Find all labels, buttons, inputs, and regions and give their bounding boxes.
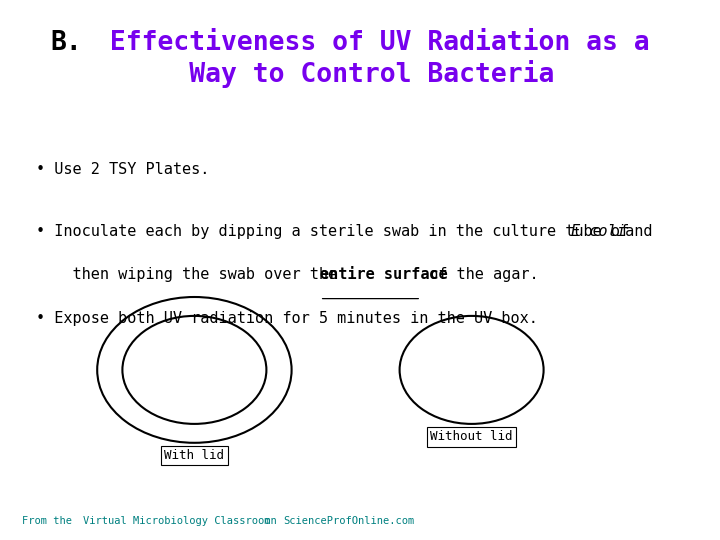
Text: • Inoculate each by dipping a sterile swab in the culture tube of: • Inoculate each by dipping a sterile sw…: [36, 224, 638, 239]
Text: Effectiveness of UV Radiation as a
      Way to Control Bacteria: Effectiveness of UV Radiation as a Way t…: [94, 30, 649, 88]
Text: and: and: [616, 224, 652, 239]
Text: Virtual Microbiology Classroom: Virtual Microbiology Classroom: [83, 516, 270, 526]
Text: ScienceProfOnline.com: ScienceProfOnline.com: [283, 516, 414, 526]
Text: of the agar.: of the agar.: [420, 267, 539, 282]
Text: Without lid: Without lid: [431, 430, 513, 443]
Text: • Expose both UV radiation for 5 minutes in the UV box.: • Expose both UV radiation for 5 minutes…: [36, 310, 538, 326]
Text: B.: B.: [50, 30, 82, 56]
Text: With lid: With lid: [164, 449, 225, 462]
Text: E coli: E coli: [571, 224, 626, 239]
Text: on: on: [258, 516, 283, 526]
Text: • Use 2 TSY Plates.: • Use 2 TSY Plates.: [36, 162, 210, 177]
Text: From the: From the: [22, 516, 78, 526]
Text: then wiping the swab over the: then wiping the swab over the: [36, 267, 346, 282]
Text: entire surface: entire surface: [320, 267, 447, 282]
